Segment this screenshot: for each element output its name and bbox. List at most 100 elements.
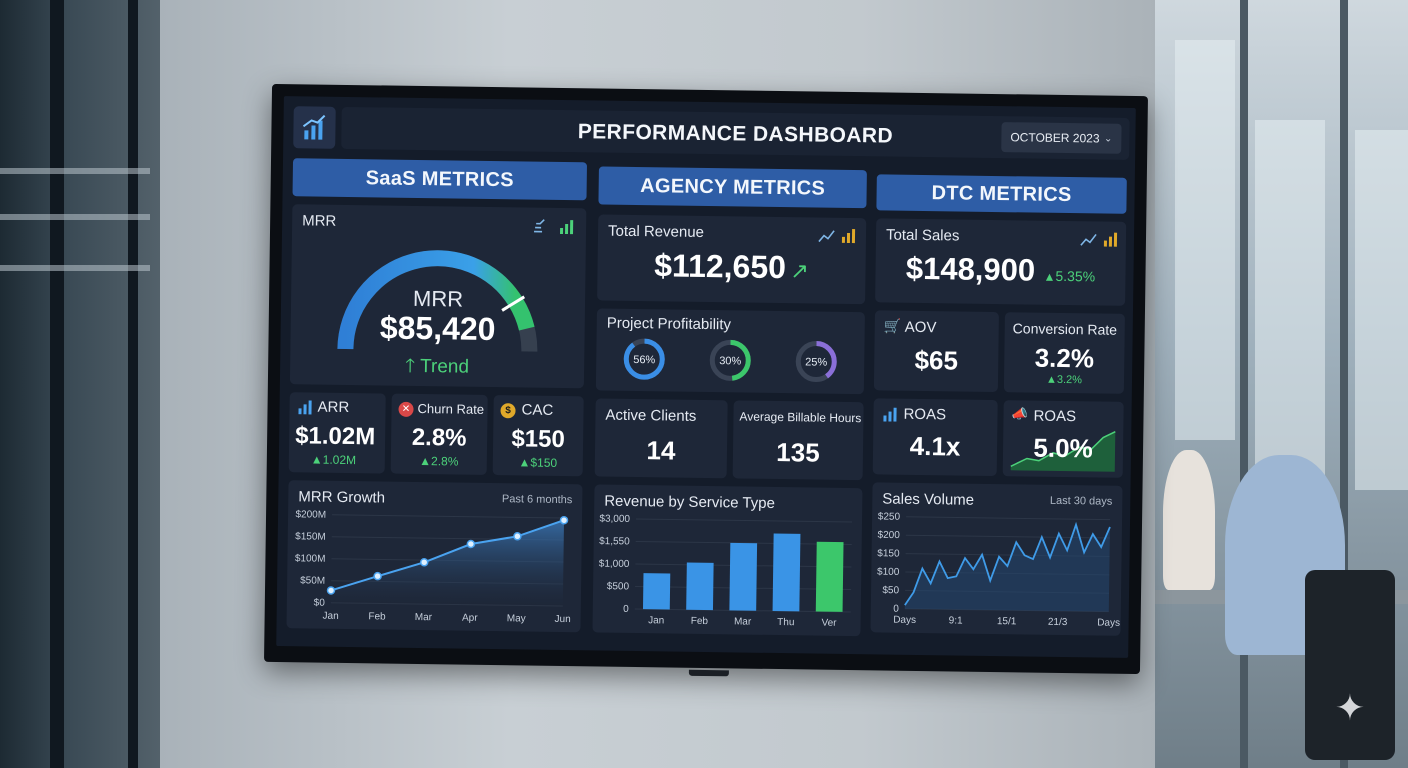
total-revenue-label: Total Revenue — [607, 222, 705, 241]
grid-line — [332, 514, 565, 519]
mrr-card-icons — [534, 219, 574, 235]
total-sales-card[interactable]: Total Sales $148,900 ▲5.35% — [875, 218, 1127, 306]
x-tick-label: 15/1 — [997, 616, 1017, 627]
revenue-card-icons — [818, 229, 856, 244]
x-tick-label: Jun — [554, 614, 570, 625]
area-fill — [904, 524, 1110, 612]
triangle-up-icon: ▲ — [1045, 373, 1058, 386]
profitability-rings: 56% 30% 25% — [623, 338, 837, 383]
megaphone-icon: 📣 — [1011, 406, 1028, 422]
revenue-by-service-chart: $3,000 $1,550 $1,000 $500 0 Jan Feb Mar Thu Ver — [599, 514, 853, 629]
series-line — [330, 519, 565, 592]
money-trend-icon — [534, 219, 545, 233]
x-tick-label: Thu — [777, 617, 794, 628]
conversion-label: Conversion Rate — [1012, 320, 1118, 338]
ring-fill — [795, 341, 837, 383]
arrow-up-icon: 🡑 — [405, 355, 421, 378]
total-revenue-card[interactable]: Total Revenue $112,650 ↗ — [597, 214, 867, 305]
total-sales-value: $148,900 — [905, 250, 1036, 288]
gauge-fill — [337, 250, 523, 350]
x-tick-label: Mar — [415, 612, 433, 623]
x-tick-label: Days — [1097, 617, 1120, 628]
sales-volume-title: Sales Volume — [882, 490, 975, 509]
section-agency[interactable]: AGENCY METRICS — [598, 166, 867, 209]
x-tick-label: Mar — [734, 616, 752, 627]
x-tick-label: Ver — [821, 618, 837, 629]
mrr-gauge — [337, 250, 538, 352]
churn-label: Churn Rate — [417, 400, 485, 417]
conversion-value: 3.2% — [1034, 342, 1095, 374]
mrr-growth-card[interactable]: MRR Growth Past 6 months $200M $150M $100M… — [286, 480, 583, 633]
arr-value: $1.02M — [294, 422, 376, 451]
x-tick-label: 21/3 — [1048, 617, 1068, 628]
churn-delta-value: 2.8% — [430, 454, 459, 469]
y-tick-label: $1,000 — [599, 559, 630, 570]
cac-label: CAC — [521, 401, 554, 419]
mrr-growth-chart: $200M $150M $100M $50M $0 Jan Feb Mar Apr May Jun — [295, 509, 571, 625]
total-sales-label: Total Sales — [885, 226, 960, 245]
window-mullion — [1340, 0, 1348, 768]
cac-value: $150 — [511, 425, 566, 454]
mrr-trend: 🡑 Trend — [290, 350, 584, 386]
x-tick-label: Feb — [691, 616, 709, 627]
section-saas[interactable]: SaaS METRICS — [292, 158, 588, 201]
data-point — [326, 586, 336, 595]
billable-hours-card[interactable]: Average Billable Hours 135 — [732, 400, 864, 481]
conversion-delta: ▲3.2% — [1004, 373, 1124, 387]
project-profitability-card[interactable]: Project Profitability 56% 30% 25% — [595, 308, 865, 395]
roas2-card[interactable]: 📣 ROAS 5.0% — [1002, 400, 1124, 478]
ring-fill — [623, 338, 665, 380]
dollar-coin-icon: $ — [500, 403, 516, 419]
y-tick-label: $3,000 — [599, 514, 630, 525]
cac-delta-value: $150 — [530, 455, 558, 470]
trend-arrow-icon: ↗ — [790, 258, 809, 284]
mrr-label: MRR — [302, 212, 337, 230]
sales-volume-card[interactable]: Sales Volume Last 30 days $250 $200 $150 $1… — [870, 482, 1123, 636]
triangle-up-icon: ▲ — [1043, 269, 1056, 284]
aov-label: AOV — [904, 318, 937, 337]
revenue-by-service-card[interactable]: Revenue by Service Type $3,000 $1,550 $1,0… — [592, 484, 863, 637]
window-pane — [1255, 120, 1325, 480]
y-tick-label: $50M — [300, 575, 325, 586]
arr-card[interactable]: ARR $1.02M ▲1.02M — [288, 392, 386, 474]
y-tick-label: $100 — [877, 567, 900, 578]
line-trend-icon — [818, 230, 835, 243]
bar-chart-logo-icon — [302, 114, 326, 140]
roas-card[interactable]: ROAS 4.1x — [872, 398, 998, 477]
area-fill — [330, 520, 565, 607]
section-dtc[interactable]: DTC METRICS — [876, 174, 1127, 214]
y-tick-label: $200M — [295, 509, 326, 520]
x-tick-label: 9:1 — [949, 615, 963, 626]
conversion-card[interactable]: Conversion Rate 3.2% ▲3.2% — [1003, 312, 1125, 394]
bar — [772, 533, 801, 612]
y-tick-label: 0 — [893, 604, 899, 615]
x-tick-label: Jan — [323, 611, 339, 622]
bar-signal-icon — [560, 220, 574, 235]
roas-value: 4.1x — [909, 430, 961, 462]
office-chair — [1305, 570, 1395, 760]
y-tick-label: $1,550 — [599, 536, 630, 547]
y-tick-label: $150M — [295, 531, 326, 542]
churn-value: 2.8% — [411, 423, 467, 452]
data-point — [373, 571, 382, 581]
x-tick-label: Jan — [648, 615, 664, 626]
period-select[interactable]: OCTOBER 2023 ⌄ — [1001, 122, 1122, 154]
active-clients-card[interactable]: Active Clients 14 — [594, 398, 728, 479]
x-tick-label: May — [507, 613, 526, 624]
app-logo[interactable] — [293, 106, 336, 149]
mrr-card[interactable]: MRR MRR $85,420 🡑 Trend — [289, 204, 587, 389]
x-tick-label: Apr — [462, 613, 478, 624]
aov-card[interactable]: 🛒 AOV $65 — [873, 310, 999, 393]
billable-hours-value: 135 — [776, 436, 820, 468]
bar — [729, 542, 758, 611]
churn-card[interactable]: ✕ Churn Rate 2.8% ▲2.8% — [390, 393, 488, 475]
active-clients-value: 14 — [646, 435, 676, 466]
roas-label: ROAS — [903, 405, 947, 424]
cac-card[interactable]: $ CAC $150 ▲$150 — [492, 395, 584, 477]
y-tick-label: $150 — [877, 548, 900, 559]
active-clients-label: Active Clients — [605, 406, 697, 425]
revenue-by-service-title: Revenue by Service Type — [604, 492, 776, 512]
error-x-icon: ✕ — [398, 401, 414, 417]
y-tick-label: $200 — [878, 530, 901, 541]
triangle-up-icon: ▲ — [518, 455, 531, 470]
